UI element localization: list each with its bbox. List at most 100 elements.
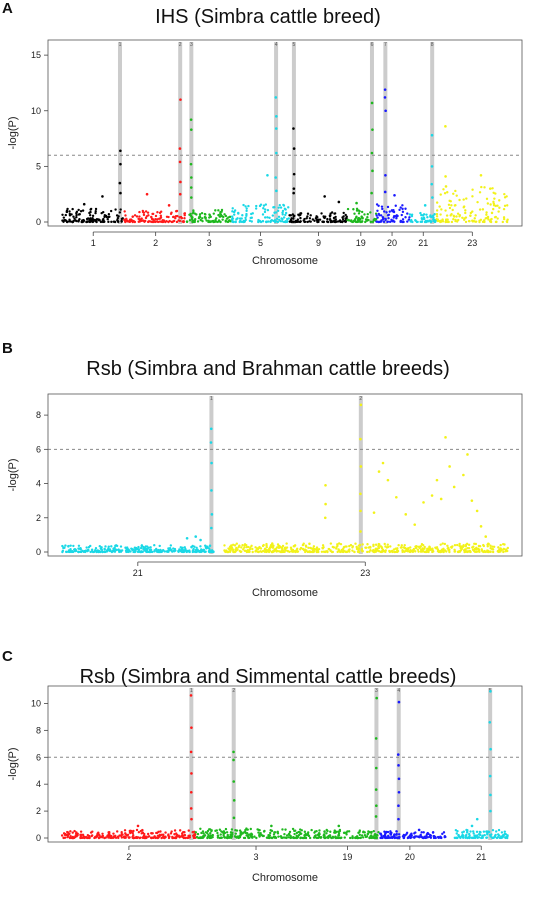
data-point	[308, 836, 312, 840]
data-point	[132, 834, 135, 837]
data-point	[489, 690, 492, 693]
data-point	[482, 830, 486, 833]
data-point	[410, 834, 413, 837]
data-point	[413, 836, 416, 839]
data-point	[190, 545, 193, 549]
data-point	[442, 550, 445, 554]
data-point	[189, 790, 193, 794]
data-point	[140, 550, 143, 553]
data-point	[232, 780, 236, 783]
data-point	[118, 181, 122, 185]
data-point	[450, 204, 453, 207]
data-point	[123, 835, 126, 838]
data-point	[278, 203, 281, 207]
data-point	[429, 220, 432, 223]
highlight-bar	[488, 688, 493, 840]
data-point	[113, 220, 117, 224]
data-point	[462, 218, 466, 221]
data-point	[439, 213, 442, 216]
data-point	[204, 831, 208, 834]
data-point	[383, 210, 386, 213]
data-point	[219, 213, 223, 216]
data-point	[230, 836, 233, 839]
data-point	[489, 544, 492, 547]
data-point	[68, 550, 72, 554]
data-point	[238, 544, 241, 547]
data-point	[503, 832, 507, 836]
data-point	[486, 216, 490, 219]
data-point	[393, 194, 396, 197]
data-point	[211, 833, 215, 837]
data-point	[491, 545, 494, 548]
data-point	[444, 218, 448, 221]
data-point	[478, 191, 482, 194]
data-point	[159, 550, 163, 554]
data-point	[332, 836, 335, 839]
data-point	[341, 216, 344, 219]
x-tick-label: 21	[476, 852, 486, 862]
data-point	[315, 550, 318, 554]
data-point	[433, 213, 436, 216]
data-point	[497, 834, 501, 837]
data-point	[189, 162, 193, 166]
highlight-bar	[291, 42, 296, 224]
data-point	[279, 545, 282, 549]
data-point	[184, 547, 187, 551]
data-point	[481, 550, 484, 553]
data-point	[375, 696, 378, 700]
data-point	[372, 511, 376, 514]
data-point	[131, 831, 134, 835]
data-point	[366, 215, 369, 219]
data-point	[350, 219, 353, 222]
data-point	[192, 834, 195, 837]
data-point	[275, 151, 278, 155]
data-point	[292, 215, 295, 218]
data-point	[345, 550, 349, 554]
data-point	[353, 550, 356, 554]
data-point	[467, 547, 471, 550]
data-point	[455, 215, 458, 218]
data-point	[229, 833, 233, 837]
data-point	[281, 213, 284, 216]
data-point	[358, 833, 361, 837]
data-point	[404, 216, 407, 219]
data-point	[110, 545, 113, 548]
data-point	[503, 543, 506, 546]
data-point	[435, 209, 439, 212]
data-point	[486, 830, 490, 834]
data-point	[475, 817, 479, 821]
data-point	[343, 836, 346, 839]
data-point	[275, 550, 278, 553]
data-point	[406, 212, 409, 215]
data-point	[261, 544, 265, 548]
data-point	[107, 547, 110, 550]
data-point	[383, 190, 387, 194]
data-point	[448, 465, 451, 468]
data-point	[199, 545, 202, 548]
data-point	[111, 836, 115, 840]
y-tick-label: 5	[36, 161, 41, 171]
data-point	[322, 834, 325, 837]
highlight-bar	[383, 42, 388, 224]
data-point	[203, 834, 207, 837]
data-point	[288, 214, 291, 217]
data-point	[467, 219, 471, 223]
data-point	[142, 836, 145, 839]
data-point	[354, 220, 357, 223]
data-point	[503, 204, 507, 207]
data-point	[377, 204, 380, 208]
data-point	[94, 207, 98, 211]
data-point	[279, 550, 283, 554]
data-point	[357, 544, 361, 547]
data-point	[334, 835, 337, 838]
data-point	[319, 836, 323, 839]
data-point	[153, 549, 156, 552]
data-point	[324, 483, 327, 487]
data-point	[333, 212, 336, 215]
data-point	[161, 220, 164, 224]
data-point	[423, 204, 427, 207]
data-point	[481, 208, 485, 211]
data-point	[345, 215, 348, 218]
data-point	[326, 220, 330, 224]
data-point	[321, 220, 325, 224]
